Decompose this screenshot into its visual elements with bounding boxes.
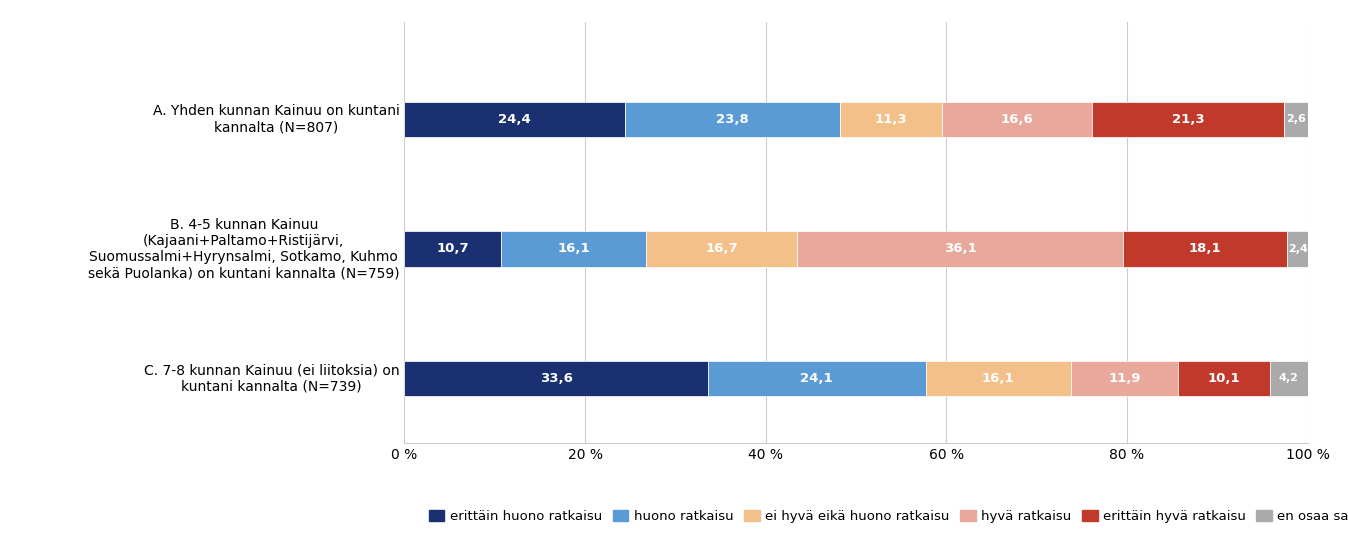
Bar <box>1285 101 1308 137</box>
Text: 33,6: 33,6 <box>539 372 573 385</box>
Text: 16,1: 16,1 <box>981 372 1015 385</box>
Text: 21,3: 21,3 <box>1171 113 1204 126</box>
Text: 10,1: 10,1 <box>1208 372 1240 385</box>
Bar <box>404 231 501 266</box>
Text: 16,7: 16,7 <box>705 242 739 255</box>
Bar <box>1070 361 1178 396</box>
Bar <box>926 361 1070 396</box>
Bar <box>708 361 926 396</box>
Text: 18,1: 18,1 <box>1189 242 1221 255</box>
Bar <box>797 231 1123 266</box>
Text: 2,6: 2,6 <box>1286 114 1306 124</box>
Bar <box>647 231 797 266</box>
Bar <box>624 101 840 137</box>
Text: 16,6: 16,6 <box>1000 113 1033 126</box>
Bar <box>1287 231 1309 266</box>
Bar <box>1123 231 1287 266</box>
Text: 11,9: 11,9 <box>1108 372 1140 385</box>
Bar <box>1092 101 1285 137</box>
Text: 23,8: 23,8 <box>716 113 748 126</box>
Bar <box>1270 361 1308 396</box>
Bar <box>1178 361 1270 396</box>
Bar <box>404 101 624 137</box>
Text: 11,3: 11,3 <box>875 113 907 126</box>
Text: 16,1: 16,1 <box>558 242 590 255</box>
Legend: erittäin huono ratkaisu, huono ratkaisu, ei hyvä eikä huono ratkaisu, hyvä ratka: erittäin huono ratkaisu, huono ratkaisu,… <box>423 505 1348 528</box>
Text: 24,1: 24,1 <box>801 372 833 385</box>
Bar <box>501 231 647 266</box>
Text: 10,7: 10,7 <box>437 242 469 255</box>
Text: 4,2: 4,2 <box>1279 373 1298 383</box>
Bar <box>404 361 708 396</box>
Bar <box>840 101 942 137</box>
Text: 24,4: 24,4 <box>499 113 531 126</box>
Text: 36,1: 36,1 <box>944 242 977 255</box>
Text: 2,4: 2,4 <box>1287 244 1308 254</box>
Bar <box>942 101 1092 137</box>
